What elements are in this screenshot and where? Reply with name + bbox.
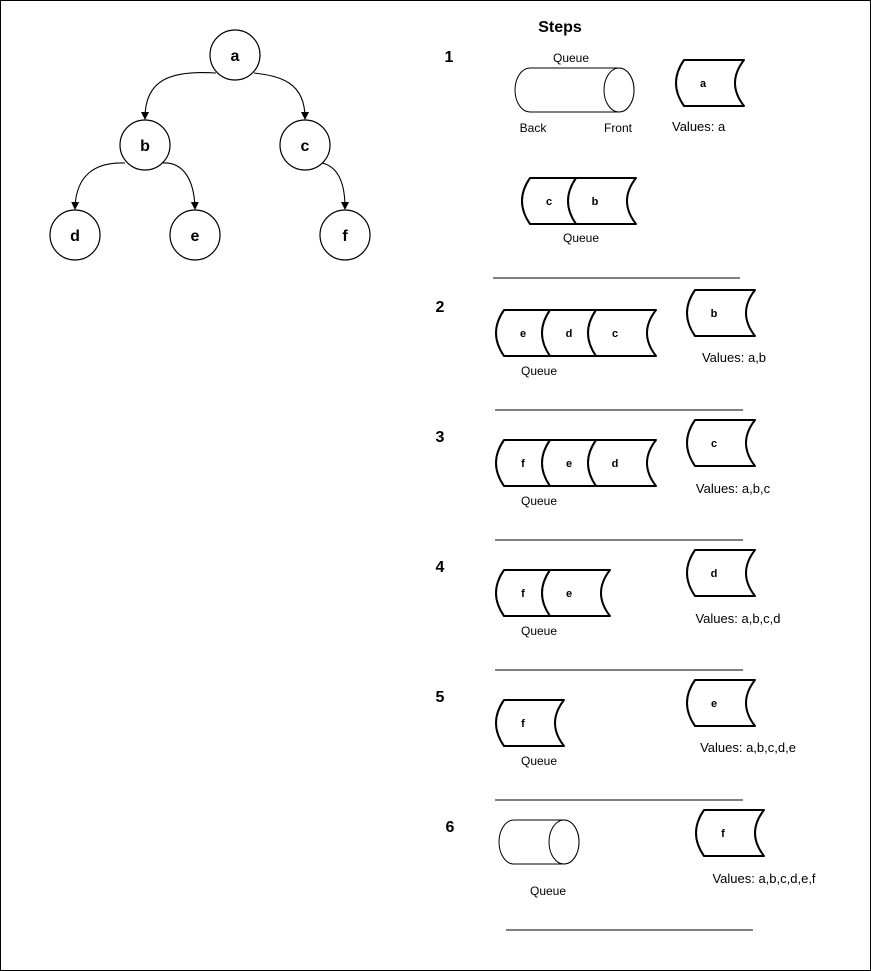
- queue-token-b: b: [567, 177, 637, 225]
- queue-label: Queue: [521, 624, 557, 638]
- queue-cylinder-cap: [548, 819, 580, 865]
- token-shape: [686, 289, 756, 337]
- token-label: e: [711, 698, 717, 710]
- token-shape: [567, 177, 637, 225]
- token-label: f: [521, 718, 525, 730]
- step-number: 1: [445, 49, 454, 66]
- tree-node-label: d: [70, 228, 80, 245]
- step-number: 2: [436, 299, 445, 316]
- queue-label: Queue: [530, 884, 566, 898]
- token-label: f: [721, 828, 725, 840]
- token-label: d: [612, 458, 619, 470]
- queue-label: Queue: [521, 494, 557, 508]
- tree-node-label: e: [191, 228, 200, 245]
- queue-tokens: f: [495, 699, 565, 747]
- edge-b-e: [162, 162, 199, 210]
- queue-token-f: f: [495, 699, 565, 747]
- queue-label: Queue: [563, 231, 599, 245]
- edge-b-d: [71, 162, 126, 210]
- step-number: 6: [446, 819, 455, 836]
- steps-title: Steps: [538, 19, 582, 36]
- tree-node-b: b: [119, 119, 171, 171]
- token-shape: [495, 699, 565, 747]
- edge-a-b: [141, 71, 217, 120]
- tree-node-d: d: [49, 209, 101, 261]
- token-label: c: [612, 328, 618, 340]
- step-1-queue-cylinder: Queue Back Front: [514, 51, 635, 135]
- tree-node-c: c: [279, 119, 331, 171]
- queue-token-d: d: [587, 439, 657, 487]
- step-2: 2 e d c Queue b Values: a,b: [436, 289, 766, 411]
- edge-c-f: [321, 162, 349, 210]
- queue-label: Queue: [521, 364, 557, 378]
- tree-node-f: f: [319, 209, 371, 261]
- dequeued-token-f: f: [695, 809, 765, 857]
- tree-node-label: b: [140, 138, 150, 155]
- dequeued-token-a: a: [675, 59, 745, 107]
- tree-edges: [71, 71, 349, 210]
- tree: a b c d e f: [49, 29, 371, 261]
- step-number: 5: [436, 689, 445, 706]
- token-label: e: [566, 588, 572, 600]
- token-label: c: [546, 196, 552, 208]
- values-text: Values: a: [672, 119, 726, 134]
- values-text: Values: a,b,c,d,e: [700, 740, 796, 755]
- token-shape: [541, 569, 611, 617]
- tree-node-label: a: [231, 48, 240, 65]
- token-shape: [686, 419, 756, 467]
- token-label: d: [566, 328, 573, 340]
- values-text: Values: a,b,c,d,e,f: [712, 871, 815, 886]
- token-shape: [587, 309, 657, 357]
- token-shape: [695, 809, 765, 857]
- queue-token-c: c: [587, 309, 657, 357]
- step-6: 6 f Values: a,b,c,d,e,f: [446, 809, 816, 931]
- token-label: a: [700, 78, 707, 90]
- dequeued-token-d: d: [686, 549, 756, 597]
- dequeued-token-e: e: [686, 679, 756, 727]
- queue-cylinder-cap: [603, 67, 635, 113]
- token-label: b: [592, 196, 599, 208]
- queue-token-e: e: [541, 569, 611, 617]
- dequeued-token-b: b: [686, 289, 756, 337]
- step-number: 3: [436, 429, 445, 446]
- values-text: Values: a,b: [702, 350, 766, 365]
- token-label: b: [711, 308, 718, 320]
- token-shape: [686, 679, 756, 727]
- token-label: f: [521, 588, 525, 600]
- step-5: 5 f Queue e Values: a,b,c,d,e: [436, 679, 796, 801]
- token-label: d: [711, 568, 718, 580]
- tree-node-label: f: [342, 228, 348, 245]
- step-number: 4: [436, 559, 445, 576]
- tree-node-label: c: [301, 138, 310, 155]
- token-label: f: [521, 458, 525, 470]
- front-label: Front: [604, 121, 633, 135]
- tree-node-e: e: [169, 209, 221, 261]
- token-shape: [587, 439, 657, 487]
- values-text: Values: a,b,c,d: [695, 611, 780, 626]
- step-6-queue-cylinder: Queue: [498, 819, 580, 898]
- values-text: Values: a,b,c: [696, 481, 771, 496]
- tree-node-a: a: [209, 29, 261, 81]
- token-label: e: [566, 458, 572, 470]
- back-label: Back: [520, 121, 548, 135]
- token-label: c: [711, 438, 717, 450]
- edge-a-c: [253, 72, 309, 120]
- token-label: e: [520, 328, 526, 340]
- step-3: 3 f e d Queue c Values: a,b,c: [436, 419, 771, 541]
- token-shape: [675, 59, 745, 107]
- token-shape: [686, 549, 756, 597]
- dequeued-token-c: c: [686, 419, 756, 467]
- queue-label: Queue: [521, 754, 557, 768]
- queue-label: Queue: [553, 51, 589, 65]
